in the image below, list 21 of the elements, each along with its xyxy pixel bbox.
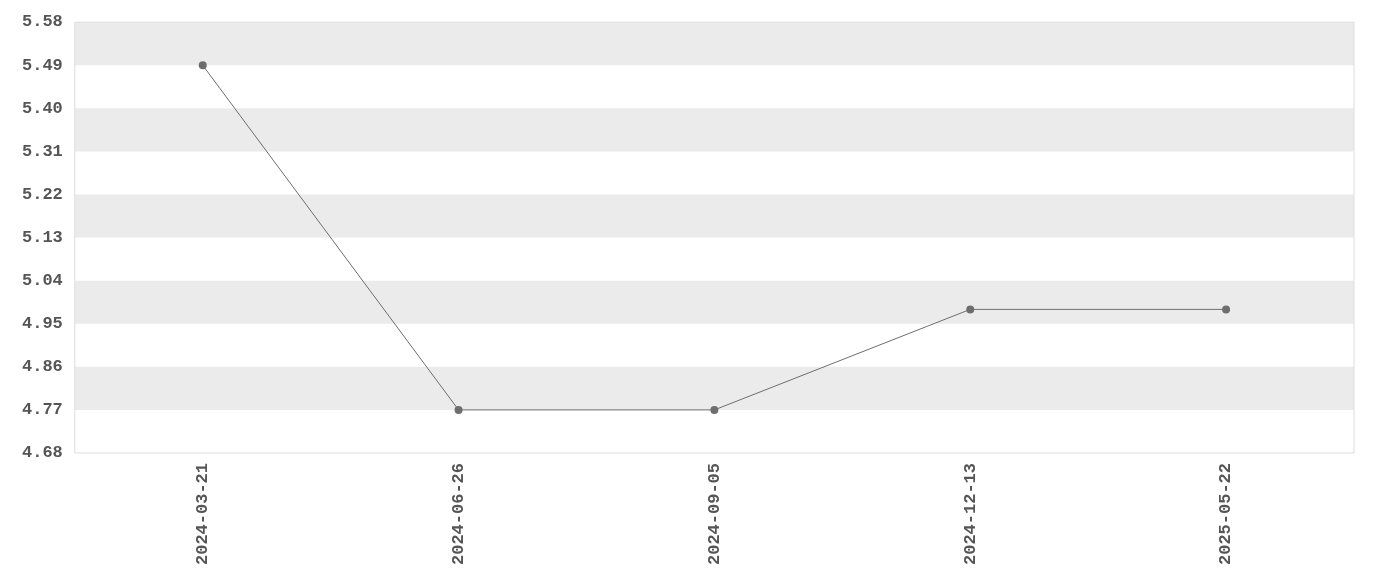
- y-tick-label: 5.31: [21, 141, 63, 161]
- point: [966, 305, 975, 314]
- y-tick-label: 4.86: [21, 357, 63, 377]
- point: [198, 61, 207, 70]
- x-tick-label: 2024-03-21: [193, 462, 213, 566]
- y-tick-label: 5.13: [21, 227, 63, 247]
- point: [1222, 305, 1231, 314]
- y-tick-label: 4.68: [21, 443, 63, 463]
- y-tick-label: 5.22: [21, 184, 63, 204]
- x-tick-label: 2024-09-05: [704, 462, 724, 566]
- y-tick-label: 5.58: [21, 12, 63, 32]
- x-tick-label: 2024-06-26: [448, 462, 468, 566]
- y-tick-label: 5.04: [21, 270, 63, 290]
- y-tick-label: 4.95: [21, 314, 63, 334]
- y-tick-label: 4.77: [21, 400, 63, 420]
- y-tick-label: 5.40: [21, 98, 63, 118]
- y-tick-label: 5.49: [21, 55, 63, 75]
- point: [710, 405, 719, 414]
- x-tick-label: 2024-12-13: [960, 462, 980, 566]
- x-tick-label: 2025-05-22: [1216, 462, 1236, 566]
- point: [454, 405, 463, 414]
